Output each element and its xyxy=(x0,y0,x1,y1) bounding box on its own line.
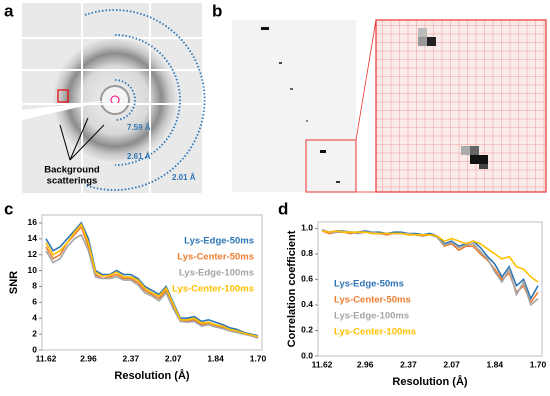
plot-frame xyxy=(317,221,543,357)
x-tick-label: 2.07 xyxy=(165,353,182,363)
x-tick-label: 2.37 xyxy=(400,359,417,369)
callout: scatterings xyxy=(47,176,98,187)
series-line xyxy=(321,230,539,305)
x-tick-label: 11.62 xyxy=(312,359,333,369)
callout: Background xyxy=(44,165,100,176)
series-line xyxy=(45,233,259,339)
series-line xyxy=(45,222,259,338)
x-tick-label: 2.37 xyxy=(123,353,140,363)
y-tick-label: 2 xyxy=(32,328,37,338)
x-tick-label: 2.96 xyxy=(357,359,374,369)
y-tick-label: 0.6 xyxy=(301,274,313,284)
x-tick-label: 11.62 xyxy=(36,353,57,363)
ring-label: 7.59 Å xyxy=(127,123,151,132)
legend-entry: Lys-Center-100ms xyxy=(334,327,416,338)
series-line xyxy=(321,230,539,283)
panel-label: c xyxy=(4,199,13,218)
ring-label: 2.61 Å xyxy=(127,152,151,161)
legend-entry: Lys-Edge-50ms xyxy=(184,236,254,247)
y-tick-label: 10 xyxy=(28,265,38,275)
y-tick-label: 8 xyxy=(32,281,37,291)
y-tick-label: 12 xyxy=(28,249,38,259)
ring-label: 2.01 Å xyxy=(172,173,196,182)
y-tick-label: 0 xyxy=(32,344,37,354)
x-axis-label: Resolution (Å) xyxy=(114,369,189,382)
legend-entry: Lys-Edge-100ms xyxy=(179,268,254,279)
y-tick-label: 0.0 xyxy=(301,350,313,360)
y-tick-label: 0.8 xyxy=(301,248,313,258)
panel-label: b xyxy=(212,1,222,20)
x-tick-label: 2.07 xyxy=(443,359,460,369)
x-tick-label: 1.84 xyxy=(487,359,504,369)
series-line xyxy=(45,221,259,337)
plot-frame xyxy=(41,214,263,351)
legend-entry: Lys-Center-50ms xyxy=(334,295,411,306)
diffraction-image xyxy=(22,3,206,193)
panel-label: a xyxy=(4,1,14,20)
x-tick-label: 1.70 xyxy=(530,359,547,369)
y-tick-label: 14 xyxy=(28,233,38,243)
legend-entry: Lys-Center-100ms xyxy=(172,284,254,295)
spot-image xyxy=(232,19,547,193)
y-tick-label: 1.0 xyxy=(301,223,313,233)
x-axis-label: Resolution (Å) xyxy=(392,375,467,388)
y-tick-label: 4 xyxy=(32,312,37,322)
legend-entry: Lys-Edge-50ms xyxy=(334,279,404,290)
legend-entry: Lys-Edge-100ms xyxy=(334,311,409,322)
y-tick-label: 6 xyxy=(32,297,37,307)
y-axis-label: SNR xyxy=(8,271,20,294)
legend-entry: Lys-Center-50ms xyxy=(177,252,254,263)
x-tick-label: 1.70 xyxy=(250,353,267,363)
y-tick-label: 16 xyxy=(28,217,38,227)
y-tick-label: 0.2 xyxy=(301,325,313,335)
y-axis-label: Correlation coefficient xyxy=(286,230,298,347)
x-tick-label: 1.84 xyxy=(207,353,224,363)
x-tick-label: 2.96 xyxy=(80,353,97,363)
y-tick-label: 0.4 xyxy=(301,299,313,309)
panel-label: d xyxy=(278,199,288,218)
